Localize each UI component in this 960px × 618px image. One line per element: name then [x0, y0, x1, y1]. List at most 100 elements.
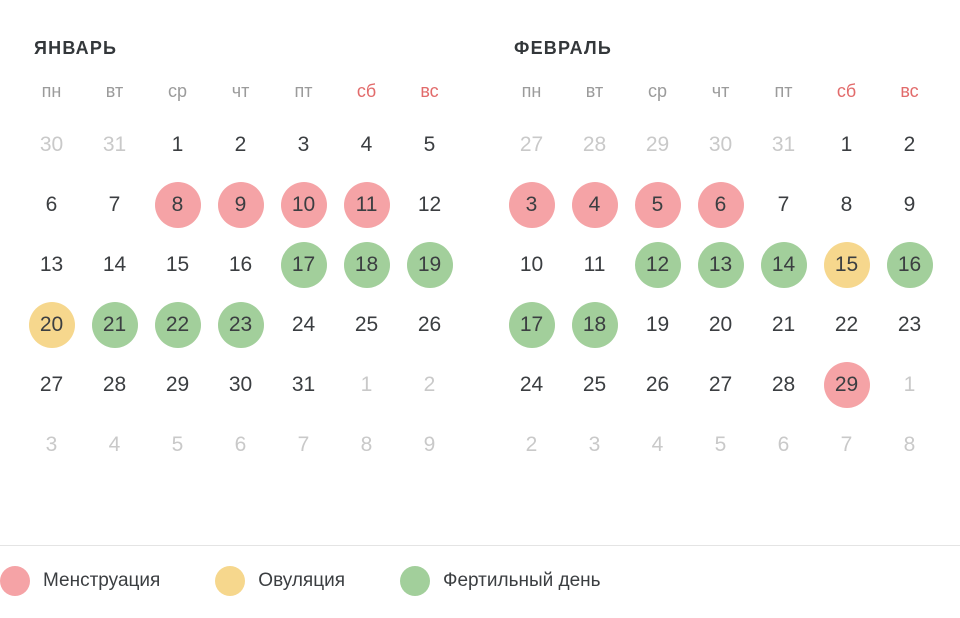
day-cell: 6	[20, 175, 83, 235]
month-february: ФЕВРАЛЬ пн вт ср чт пт сб вс 27 28 29 30 31 1 2 3 4 5 6 7 8…	[500, 38, 941, 475]
day-cell: 21	[83, 295, 146, 355]
day-cell: 18	[563, 295, 626, 355]
day-cell: 5	[689, 415, 752, 475]
day: 7	[108, 193, 121, 216]
day-cell: 27	[20, 355, 83, 415]
day-cell: 31	[272, 355, 335, 415]
day-cell: 29	[815, 355, 878, 415]
fertile-day: 14	[760, 242, 807, 288]
day: 13	[39, 253, 64, 276]
adjacent-month-day: 1	[360, 373, 373, 396]
weekday-header-чт: чт	[711, 80, 730, 101]
day-cell: 7	[83, 175, 146, 235]
weekday-header-вт: вт	[585, 80, 604, 101]
day-cell: 21	[752, 295, 815, 355]
adjacent-month-day: 6	[234, 433, 247, 456]
day-cell: 15	[815, 235, 878, 295]
month-title: ЯНВАРЬ	[34, 38, 118, 58]
day-cell: 12	[626, 235, 689, 295]
day-cell: 11	[335, 175, 398, 235]
day-cell: 24	[272, 295, 335, 355]
day-cell: 2	[209, 115, 272, 175]
fertile-day: 18	[571, 302, 618, 348]
day: 28	[102, 373, 127, 396]
adjacent-month-day: 4	[651, 433, 664, 456]
day-cell: 28	[563, 115, 626, 175]
day-cell: 13	[689, 235, 752, 295]
day: 30	[228, 373, 253, 396]
day-cell: 17	[500, 295, 563, 355]
day-cell: 5	[398, 115, 461, 175]
day-cell: 4	[563, 175, 626, 235]
day-cell: 8	[878, 415, 941, 475]
fertile-day: 16	[886, 242, 933, 288]
adjacent-month-day: 27	[519, 133, 544, 156]
adjacent-month-day: 4	[108, 433, 121, 456]
month-grid: пн вт ср чт пт сб вс 27 28 29 30 31 1 2 3 4 5 6 7 8 9 10 11 12 1…	[500, 67, 941, 475]
day-cell: 3	[20, 415, 83, 475]
day-cell: 5	[626, 175, 689, 235]
legend: Менструация Овуляция Фертильный день	[0, 566, 601, 596]
day-cell: 1	[335, 355, 398, 415]
adjacent-month-day: 3	[588, 433, 601, 456]
day: 2	[234, 133, 247, 156]
day-cell: 14	[83, 235, 146, 295]
day: 25	[354, 313, 379, 336]
day: 27	[708, 373, 733, 396]
adjacent-month-day: 8	[360, 433, 373, 456]
day-cell: 8	[146, 175, 209, 235]
day-cell: 7	[815, 415, 878, 475]
day: 15	[165, 253, 190, 276]
day: 7	[777, 193, 790, 216]
menstruation-day: 3	[508, 182, 555, 228]
day: 25	[582, 373, 607, 396]
cycle-calendar: ЯНВАРЬ пн вт ср чт пт сб вс 30 31 1 2 3 4 5 6 7 8 9 10 11 12…	[20, 38, 941, 475]
adjacent-month-day: 31	[102, 133, 127, 156]
day: 12	[417, 193, 442, 216]
day-cell: 4	[626, 415, 689, 475]
adjacent-month-day: 7	[297, 433, 310, 456]
day-cell: 1	[146, 115, 209, 175]
day: 5	[423, 133, 436, 156]
day-cell: 3	[272, 115, 335, 175]
ovulation-legend-dot-icon	[215, 566, 246, 596]
day: 24	[519, 373, 544, 396]
legend-label: Фертильный день	[443, 570, 601, 591]
day: 21	[771, 313, 796, 336]
day-cell: 14	[752, 235, 815, 295]
day-cell: 8	[335, 415, 398, 475]
adjacent-month-day: 1	[903, 373, 916, 396]
day-cell: 6	[689, 175, 752, 235]
day: 31	[291, 373, 316, 396]
day: 6	[45, 193, 58, 216]
day-cell: 17	[272, 235, 335, 295]
ovulation-day: 15	[823, 242, 870, 288]
day-cell: 7	[272, 415, 335, 475]
day-cell: 9	[209, 175, 272, 235]
fertile-legend-dot-icon	[400, 566, 430, 596]
adjacent-month-day: 28	[582, 133, 607, 156]
menstruation-legend-dot-icon	[0, 566, 30, 596]
menstruation-day: 4	[571, 182, 618, 228]
fertile-day: 17	[280, 242, 327, 288]
day-cell: 15	[146, 235, 209, 295]
day: 26	[417, 313, 442, 336]
day-cell: 1	[878, 355, 941, 415]
menstruation-day: 29	[823, 362, 870, 408]
day-cell: 16	[878, 235, 941, 295]
weekday-header-вс: вс	[420, 80, 439, 101]
weekday-header-сб: сб	[356, 80, 377, 101]
day: 1	[840, 133, 853, 156]
day-cell: 13	[20, 235, 83, 295]
day-cell: 19	[398, 235, 461, 295]
weekday-header-пт: пт	[774, 80, 793, 101]
adjacent-month-day: 7	[840, 433, 853, 456]
weekday-header-вс: вс	[900, 80, 919, 101]
adjacent-month-day: 6	[777, 433, 790, 456]
day-cell: 9	[398, 415, 461, 475]
day: 8	[840, 193, 853, 216]
menstruation-day: 5	[634, 182, 681, 228]
adjacent-month-day: 2	[423, 373, 436, 396]
day: 11	[583, 253, 606, 276]
fertile-day: 18	[343, 242, 390, 288]
